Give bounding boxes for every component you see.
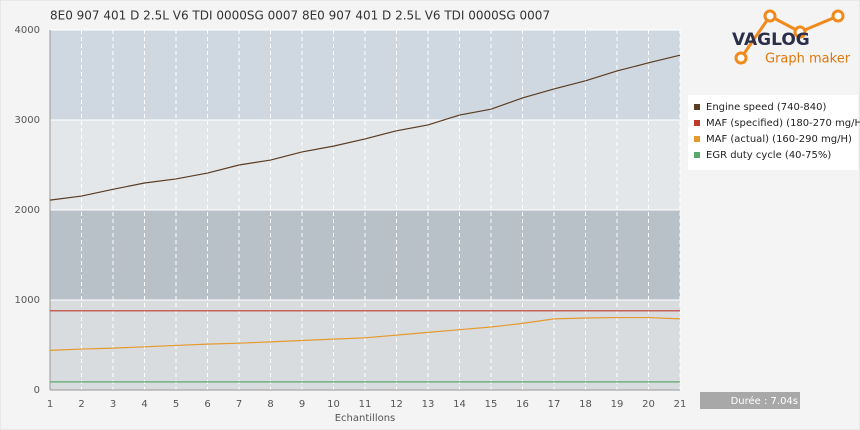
x-tick-label: 10 bbox=[327, 399, 340, 410]
logo-dot bbox=[831, 9, 845, 23]
legend-swatch bbox=[694, 104, 700, 110]
y-tick-label: 1000 bbox=[15, 295, 40, 306]
legend-label: EGR duty cycle (40-75%) bbox=[706, 150, 831, 161]
x-tick-label: 14 bbox=[453, 399, 466, 410]
x-tick-label: 1 bbox=[47, 399, 53, 410]
x-tick-label: 4 bbox=[141, 399, 147, 410]
logo-dot bbox=[763, 9, 777, 23]
legend-label: MAF (actual) (160-290 mg/H) bbox=[706, 134, 852, 145]
x-tick-label: 13 bbox=[422, 399, 435, 410]
y-tick-label: 0 bbox=[34, 385, 40, 396]
legend-swatch bbox=[694, 136, 700, 142]
series-line bbox=[49, 316, 681, 351]
x-tick-label: 19 bbox=[611, 399, 624, 410]
logo-dot bbox=[793, 25, 807, 39]
x-tick-label: 3 bbox=[110, 399, 116, 410]
logo-graphic bbox=[739, 14, 839, 59]
duration: Durée : 7.04s bbox=[731, 395, 798, 407]
x-tick-label: 6 bbox=[204, 399, 210, 410]
x-tick-label: 5 bbox=[173, 399, 179, 410]
logo-text: VAGLOG bbox=[732, 30, 810, 50]
y-tick-label: 2000 bbox=[15, 205, 40, 216]
x-tick-label: 15 bbox=[485, 399, 498, 410]
x-tick-label: 20 bbox=[642, 399, 655, 410]
x-tick-label: 21 bbox=[674, 399, 687, 410]
x-tick-label: 7 bbox=[236, 399, 242, 410]
logo-dot bbox=[734, 51, 748, 65]
legend-label: MAF (specified) (180-270 mg/H) bbox=[706, 118, 860, 129]
legend-box bbox=[688, 95, 858, 170]
x-tick-label: 8 bbox=[267, 399, 273, 410]
duration-box bbox=[700, 392, 800, 409]
x-tick-label: 11 bbox=[359, 399, 372, 410]
legend-label: Engine speed (740-840) bbox=[706, 102, 827, 113]
x-tick-label: 18 bbox=[579, 399, 592, 410]
legend-swatch bbox=[694, 152, 700, 158]
legend-swatch bbox=[694, 120, 700, 126]
x-axis-label: Echantillons bbox=[335, 413, 396, 424]
x-tick-label: 16 bbox=[516, 399, 529, 410]
series-line bbox=[49, 54, 681, 201]
x-tick-label: 12 bbox=[390, 399, 403, 410]
logo-subtitle: Graph maker bbox=[765, 52, 851, 67]
chart-title: 8E0 907 401 D 2.5L V6 TDI 0000SG 0007 8E… bbox=[50, 9, 550, 23]
y-tick-label: 3000 bbox=[15, 115, 40, 126]
x-tick-label: 2 bbox=[78, 399, 84, 410]
x-tick-label: 17 bbox=[548, 399, 561, 410]
x-tick-label: 9 bbox=[299, 399, 305, 410]
y-tick-label: 4000 bbox=[15, 25, 40, 36]
